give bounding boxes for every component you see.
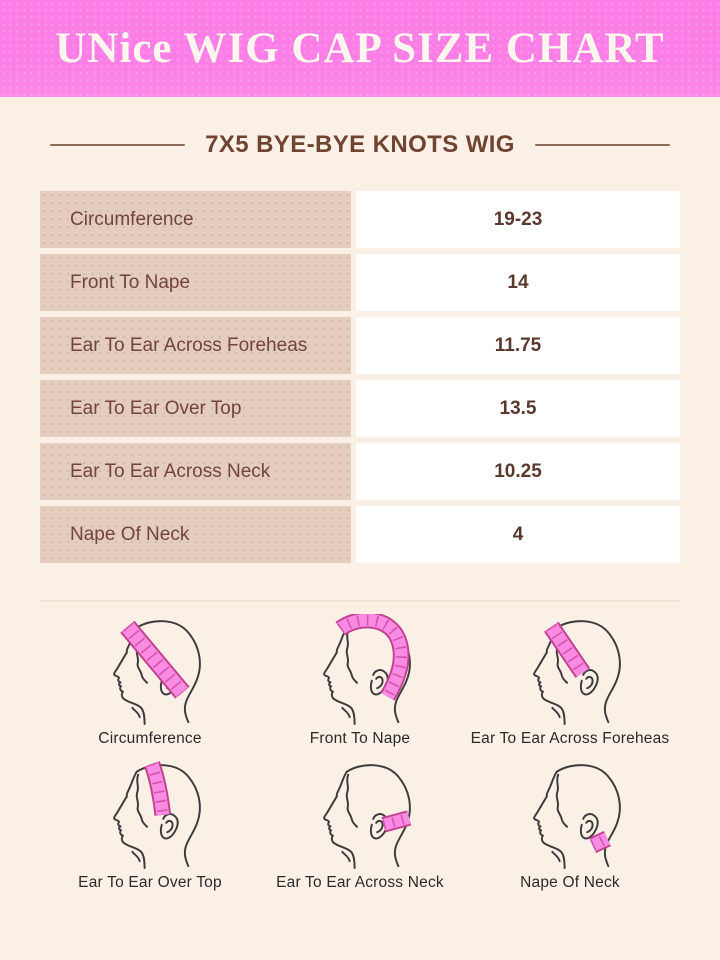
section-title: 7X5 BYE-BYE KNOTS WIG (205, 131, 515, 158)
measurement-value-cell: 10.25 (356, 443, 680, 500)
tape-front-to-nape-icon (285, 614, 435, 727)
measurement-value-cell: 4 (356, 506, 680, 563)
diagram-label: Ear To Ear Over Top (78, 874, 222, 891)
measurement-label-cell: Ear To Ear Across Foreheas (40, 317, 351, 374)
diagram-ear-to-ear-across-foreheas: Ear To Ear Across Foreheas (465, 614, 675, 748)
diagram-label: Ear To Ear Across Foreheas (470, 730, 670, 747)
heading-rule-left (50, 144, 186, 146)
heading-rule-right (534, 144, 670, 146)
diagram-label: Nape Of Neck (520, 874, 620, 891)
measurement-label-cell: Nape Of Neck (40, 506, 351, 563)
diagram-label: Front To Nape (309, 730, 411, 747)
banner: UNice WIG CAP SIZE CHART (0, 0, 720, 97)
table-row: Ear To Ear Across Foreheas 11.75 (40, 317, 680, 374)
measurement-label-cell: Ear To Ear Across Neck (40, 443, 351, 500)
measurement-label-cell: Front To Nape (40, 254, 351, 311)
diagram-label: Ear To Ear Across Neck (276, 874, 444, 891)
diagram-circumference: Circumference (45, 614, 255, 748)
measurement-value-cell: 11.75 (356, 317, 680, 374)
section-heading: 7X5 BYE-BYE KNOTS WIG (0, 131, 720, 159)
table-row: Nape Of Neck 4 (40, 506, 680, 563)
size-table: Circumference 19-23 Front To Nape 14 Ear… (40, 191, 680, 563)
table-row: Ear To Ear Across Neck 10.25 (40, 443, 680, 500)
measurement-value-cell: 19-23 (356, 191, 680, 248)
divider (40, 600, 680, 602)
diagram-front-to-nape: Front To Nape (255, 614, 465, 748)
diagram-ear-to-ear-over-top: Ear To Ear Over Top (45, 758, 255, 892)
banner-title: UNice WIG CAP SIZE CHART (55, 25, 665, 72)
diagram-nape-of-neck: Nape Of Neck (465, 758, 675, 892)
table-row: Front To Nape 14 (40, 254, 680, 311)
measurement-label-cell: Ear To Ear Over Top (40, 380, 351, 437)
measurement-value-cell: 13.5 (356, 380, 680, 437)
tape-nape-of-neck-icon (495, 758, 645, 871)
table-row: Ear To Ear Over Top 13.5 (40, 380, 680, 437)
tape-ear-to-ear-across-neck-icon (285, 758, 435, 871)
tape-circumference-icon (75, 614, 225, 727)
tape-ear-to-ear-across-foreheas-icon (495, 614, 645, 727)
table-row: Circumference 19-23 (40, 191, 680, 248)
diagram-label: Circumference (98, 730, 202, 747)
measurement-value-cell: 14 (356, 254, 680, 311)
tape-ear-to-ear-over-top-icon (75, 758, 225, 871)
diagram-grid: Circumference Front To Nape Ear To Ear A… (45, 614, 675, 892)
measurement-label-cell: Circumference (40, 191, 351, 248)
diagram-ear-to-ear-across-neck: Ear To Ear Across Neck (255, 758, 465, 892)
